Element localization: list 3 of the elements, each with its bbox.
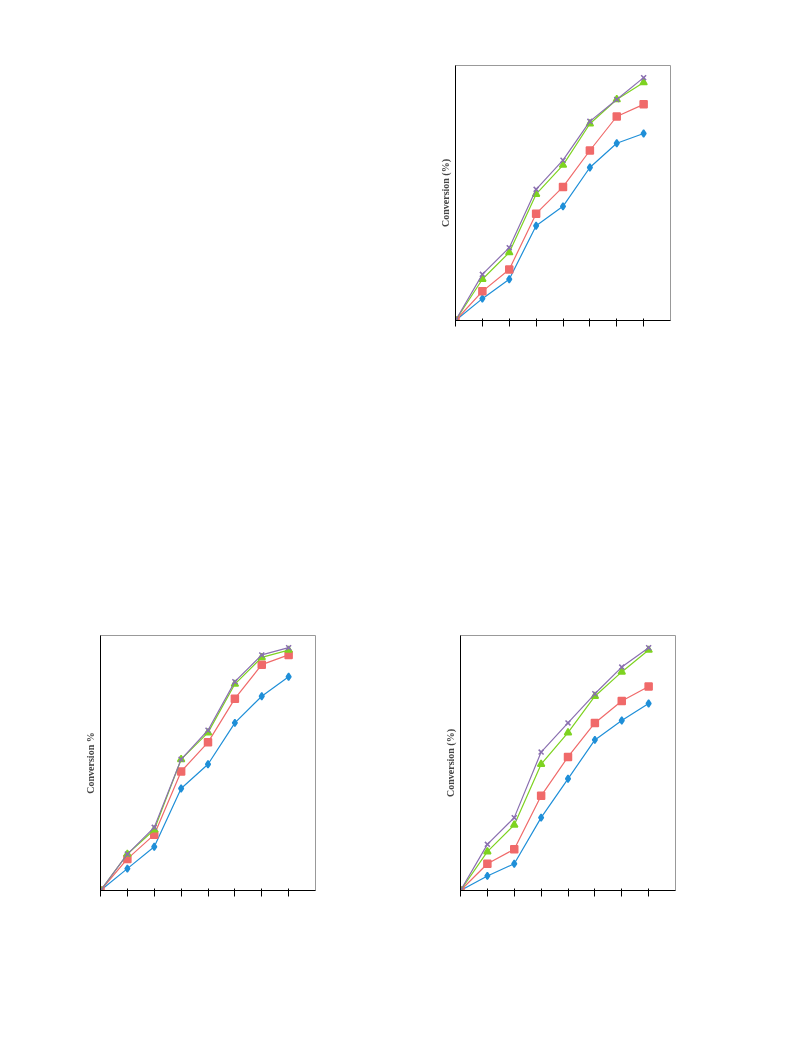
y-axis-title: Conversion (%) xyxy=(444,728,457,798)
y-axis-title: Conversion % xyxy=(84,732,96,794)
y-axis-title: Conversion (%) xyxy=(439,158,452,228)
